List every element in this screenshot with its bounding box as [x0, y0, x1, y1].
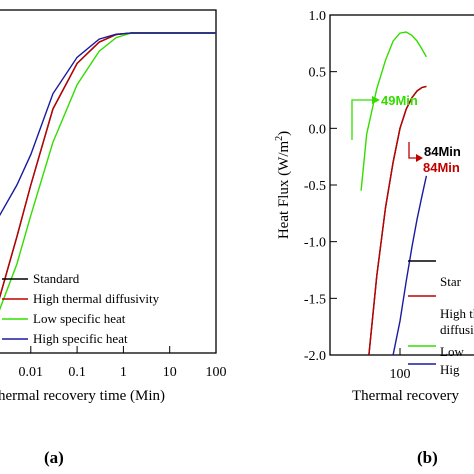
panel-a-series — [0, 32, 216, 311]
panel-b-y-tick-label: -1.0 — [304, 236, 326, 251]
panel-b-series-line — [368, 85, 427, 356]
panel-a-legend-label: High thermal diffusivity — [33, 291, 160, 306]
panel-b-y-tick-label: 1.0 — [309, 9, 327, 24]
panel-a-x-tick-label: 100 — [206, 365, 227, 380]
panel-b-y-tick-label: -2.0 — [304, 349, 326, 364]
panel-b-annotation-arrowhead — [372, 96, 380, 104]
panel-b-annotation-label: 49Min — [381, 93, 418, 108]
panel-b-x-axis: 100 — [390, 348, 411, 382]
panel-a-label: (a) — [44, 448, 64, 467]
panel-b-annotation-arrowhead — [416, 154, 423, 162]
panel-b-y-tick-label: -0.5 — [304, 179, 326, 194]
panel-a-legend-label: Low specific heat — [33, 311, 126, 326]
panel-a-legend: Standard High thermal diffusivity Low spec… — [2, 271, 160, 346]
panel-b-x-tick-label: 100 — [390, 367, 411, 382]
panel-a-plot-frame — [0, 9, 217, 354]
panel-a-legend-label: Standard — [33, 271, 80, 286]
panel-b-x-axis-label: Thermal recovery — [352, 388, 460, 404]
panel-b-y-axis: 1.0 0.5 0.0 -0.5 -1.0 -1.5 -2.0 — [304, 9, 337, 364]
panel-b-legend-label: Low — [440, 344, 464, 359]
panel-b-annotation-label: 84Min — [424, 144, 461, 159]
panel-b-y-axis-label: Heat Flux (W/m2) — [274, 131, 292, 239]
panel-a-legend-label: High specific heat — [33, 331, 128, 346]
panel-b-series-line — [360, 31, 428, 191]
panel-b-legend-label: High th — [440, 306, 474, 321]
panel-a-x-tick-label: 0.1 — [68, 365, 86, 380]
panel-a-x-tick-label: 0.01 — [19, 365, 44, 380]
panel-b-y-tick-label: 0.0 — [309, 122, 327, 137]
panel-a-series-line — [0, 32, 216, 217]
panel-a-x-tick-label: 1 — [120, 365, 127, 380]
panel-a-x-axis: 0.01 0.1 1 10 100 — [19, 346, 227, 380]
panel-a-x-axis-label: hermal recovery time (Min) — [0, 388, 165, 404]
panel-b-legend: Star High thdiffusi Low Hig — [408, 260, 474, 377]
panel-a-x-tick-label: 10 — [163, 365, 177, 380]
panel-b-legend-label: diffusi — [440, 322, 474, 337]
panel-b-series-line — [392, 175, 428, 356]
panel-b-y-tick-label: -1.5 — [304, 292, 326, 307]
panel-b-legend-label: Hig — [440, 362, 460, 377]
panel-b-series — [360, 31, 428, 356]
panel-b-annotation-label: 84Min — [423, 160, 460, 175]
panel-a: 0.01 0.1 1 10 100 Standard High thermal diffu… — [0, 9, 227, 467]
panel-b-y-tick-label: 0.5 — [309, 66, 327, 81]
panel-b-annotation-arrow — [408, 142, 416, 159]
panel-b-label: (b) — [417, 448, 438, 467]
panel-b-series-line — [368, 85, 427, 356]
panel-b: 1.0 0.5 0.0 -0.5 -1.0 -1.5 -2.0 100 49Min 84Min… — [274, 9, 474, 467]
panel-b-legend-label: Star — [440, 274, 462, 289]
panel-b-annotation-arrow — [351, 99, 372, 140]
